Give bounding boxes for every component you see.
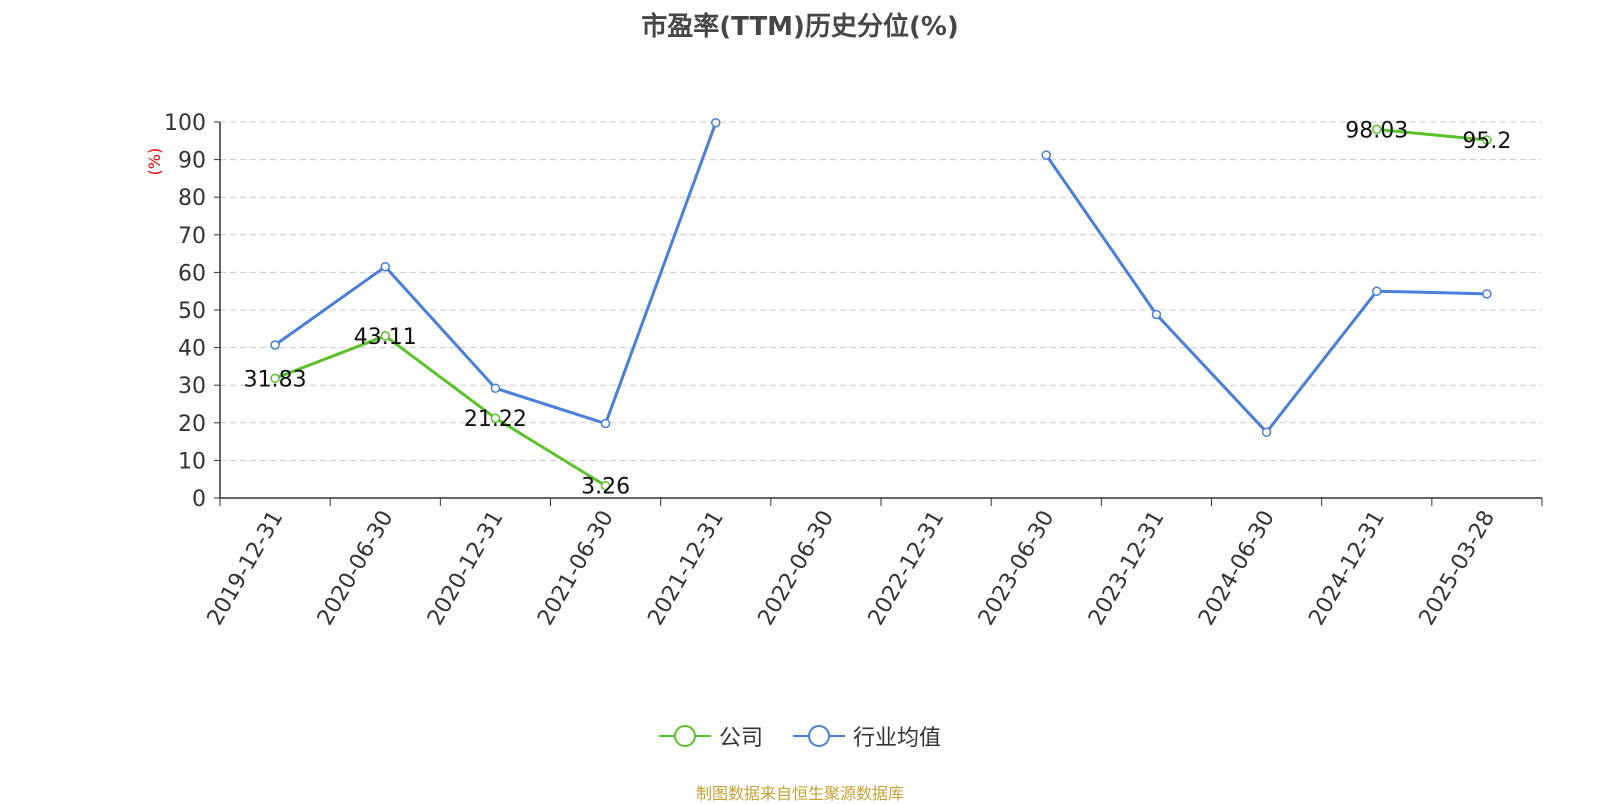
x-tick-label: 2021-06-30 <box>533 507 619 630</box>
legend-item-company[interactable]: 公司 <box>658 720 763 752</box>
y-tick-label: 10 <box>178 449 206 474</box>
x-tick-label: 2020-06-30 <box>313 507 399 630</box>
x-tick-label: 2021-12-31 <box>643 507 729 630</box>
y-tick-label: 20 <box>178 412 206 437</box>
x-tick-label: 2022-12-31 <box>864 507 950 630</box>
x-tick-label: 2024-06-30 <box>1194 507 1280 630</box>
y-tick-label: 0 <box>192 487 206 512</box>
data-point-0 <box>380 331 390 341</box>
data-point-0 <box>1372 124 1382 135</box>
data-point-1 <box>711 118 721 128</box>
data-point-0 <box>490 413 501 423</box>
data-label: 31.83 <box>244 367 307 392</box>
series-line-1 <box>1045 154 1487 434</box>
data-point-1 <box>600 418 611 429</box>
source-note: 制图数据来自恒生聚源数据库 <box>695 784 904 803</box>
y-tick-label: 40 <box>178 337 206 362</box>
data-label: 95.2 <box>1462 129 1511 154</box>
data-point-1 <box>1261 427 1272 437</box>
legend-item-industry[interactable]: 行业均值 <box>793 720 941 752</box>
data-point-0 <box>270 373 280 384</box>
series-line-0 <box>1376 127 1488 142</box>
y-tick-label: 90 <box>178 149 206 174</box>
x-tick-label: 2023-06-30 <box>974 507 1060 630</box>
x-tick-label: 2022-06-30 <box>754 507 840 630</box>
x-tick-label: 2019-12-31 <box>203 507 289 630</box>
legend-marker-industry <box>793 725 845 747</box>
legend-marker-company <box>658 725 711 747</box>
y-axis-label: (%) <box>145 148 164 176</box>
data-point-1 <box>270 340 280 350</box>
data-label: 21.22 <box>464 407 527 432</box>
data-point-1 <box>1482 289 1492 299</box>
data-point-1 <box>380 262 390 272</box>
data-point-1 <box>1151 309 1162 320</box>
y-tick-label: 60 <box>178 261 206 286</box>
legend-label-industry: 行业均值 <box>853 726 942 751</box>
data-label: 98.03 <box>1345 118 1408 143</box>
x-tick-label: 2025-03-28 <box>1415 507 1501 630</box>
data-point-1 <box>1372 286 1382 296</box>
y-tick-label: 30 <box>178 374 206 399</box>
legend-label-company: 公司 <box>718 726 763 751</box>
data-label: 3.26 <box>581 475 630 500</box>
legend: 公司 行业均值 <box>0 720 1600 752</box>
data-point-0 <box>1482 135 1492 145</box>
y-tick-label: 80 <box>178 186 206 211</box>
y-tick-label: 100 <box>164 111 206 136</box>
x-tick-label: 2024-12-31 <box>1304 507 1390 630</box>
x-tick-label: 2020-12-31 <box>423 507 509 630</box>
data-point-0 <box>600 480 611 491</box>
y-tick-label: 70 <box>178 224 206 249</box>
data-point-1 <box>1041 150 1051 160</box>
series-line-1 <box>274 122 718 426</box>
x-tick-label: 2023-12-31 <box>1084 507 1170 630</box>
series-line-0 <box>274 334 607 488</box>
chart-title: 市盈率(TTM)历史分位(%) <box>641 12 959 42</box>
data-point-1 <box>490 383 501 393</box>
data-label: 43.11 <box>354 325 417 350</box>
y-tick-label: 50 <box>178 299 206 324</box>
